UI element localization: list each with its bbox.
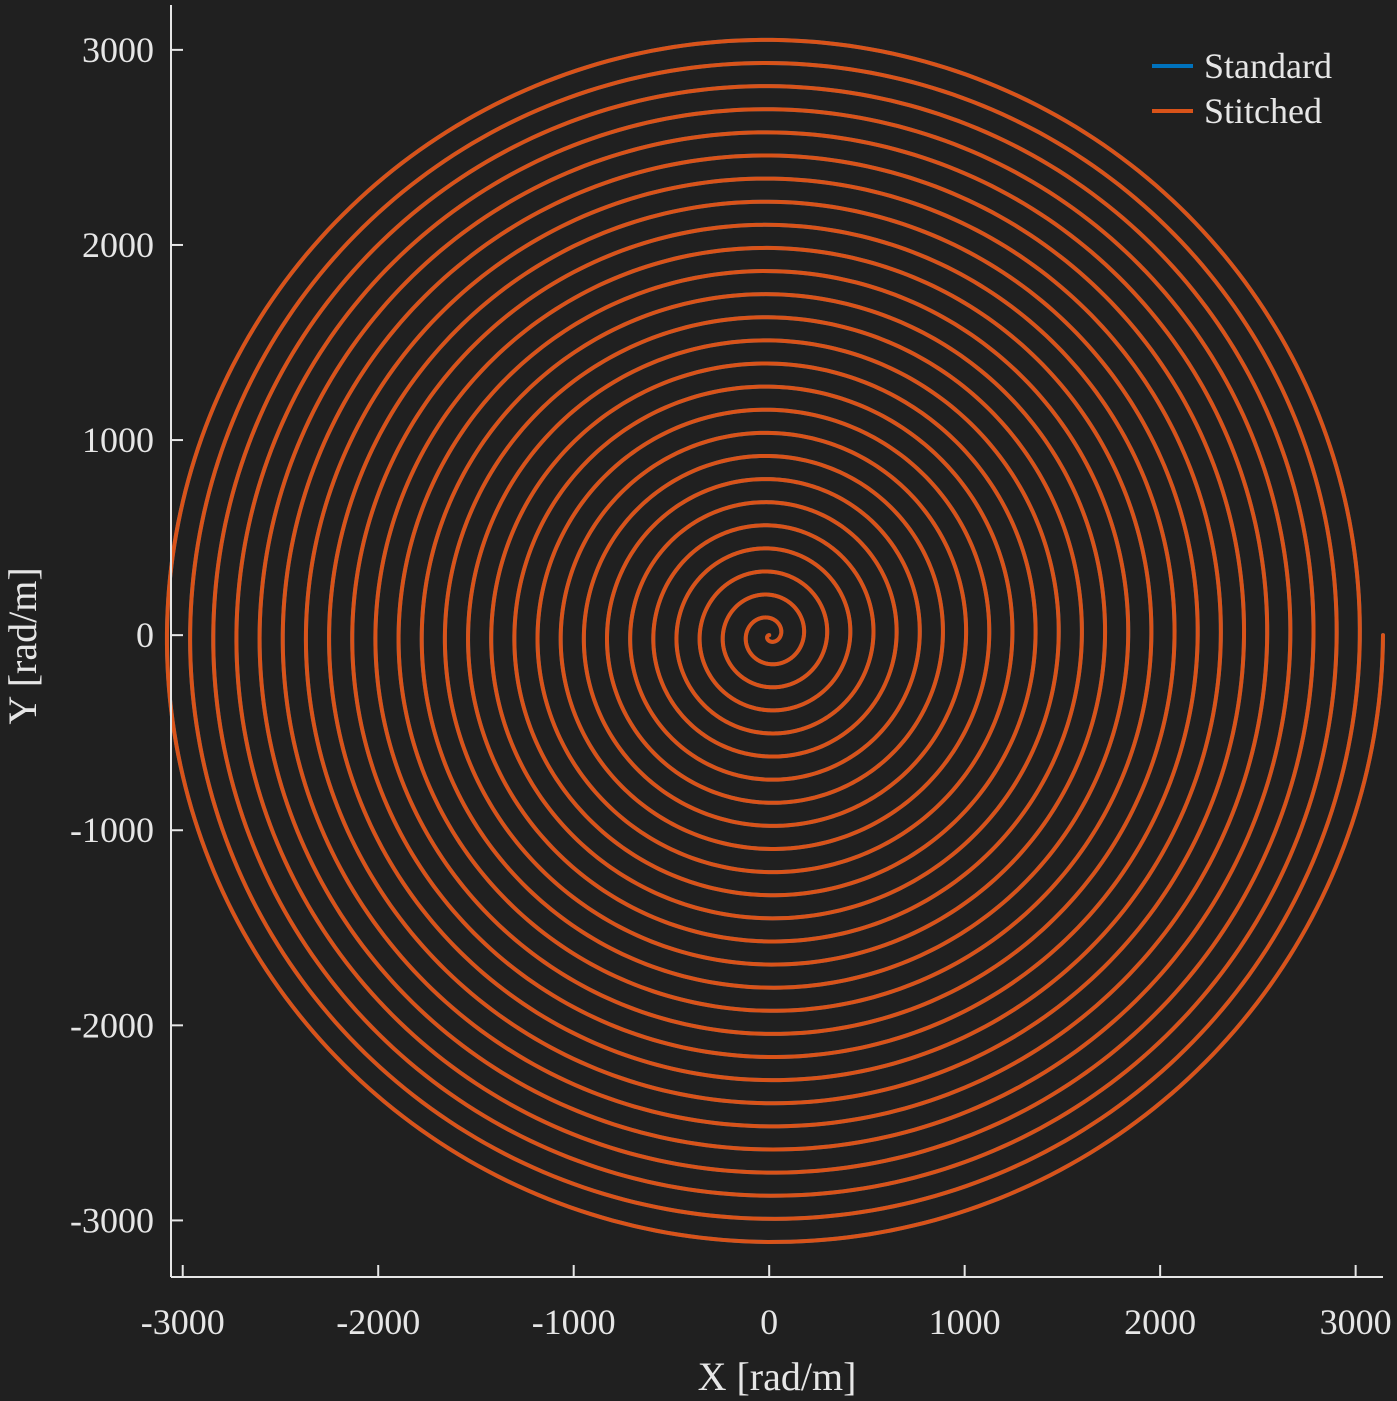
legend-item-standard: Standard [1152, 46, 1332, 86]
x-tick-label: -1000 [532, 1302, 616, 1342]
plot-area [164, 37, 1385, 1244]
y-tick-label: 0 [136, 615, 154, 655]
y-tick-label: 1000 [82, 420, 154, 460]
y-tick-label: -1000 [70, 810, 154, 850]
x-tick-label: 2000 [1124, 1302, 1196, 1342]
legend-label: Standard [1204, 46, 1332, 86]
y-axis-title: Y [rad/m] [0, 567, 45, 724]
axes: -3000 -2000 -1000 0 1000 2000 3000 -3000-2000-… [70, 5, 1392, 1342]
x-tick-label: -2000 [336, 1302, 420, 1342]
y-tick-label: 2000 [82, 225, 154, 265]
legend-label: Stitched [1204, 91, 1322, 131]
y-tick-label: 3000 [82, 30, 154, 70]
x-tick-label: 3000 [1320, 1302, 1392, 1342]
series-line-stitched [164, 37, 1385, 1244]
legend-item-stitched: Stitched [1152, 91, 1322, 131]
x-tick-label: 1000 [929, 1302, 1001, 1342]
legend: Standard Stitched [1152, 46, 1332, 131]
y-axis-ticks: -3000 -2000 -1000 0 1000 2000 3000 [70, 30, 183, 1240]
y-tick-label: -2000 [70, 1005, 154, 1045]
x-axis-title: X [rad/m] [698, 1354, 857, 1399]
x-tick-label: -3000 [141, 1302, 225, 1342]
x-axis-ticks: -3000 -2000 -1000 0 1000 2000 3000 [141, 1265, 1392, 1342]
y-tick-label: -3000 [70, 1200, 154, 1240]
x-tick-label: 0 [760, 1302, 778, 1342]
